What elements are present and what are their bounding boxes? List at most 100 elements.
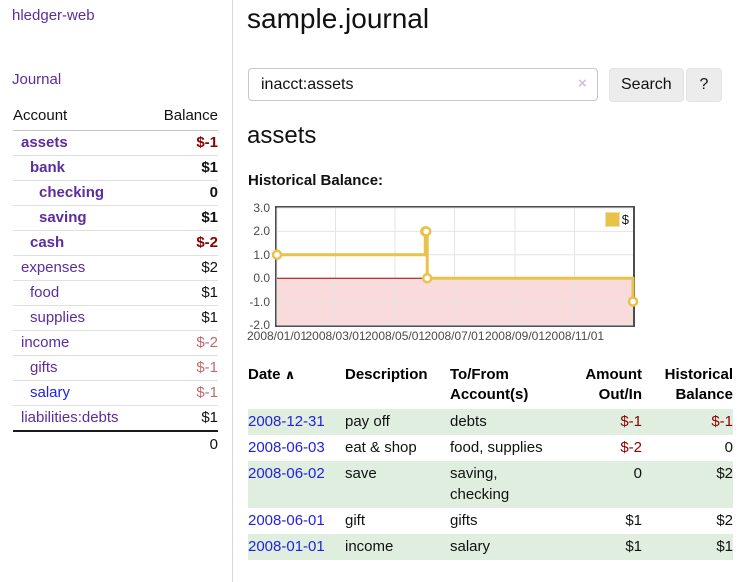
data-point-marker	[421, 272, 433, 284]
chart-canvas	[271, 207, 639, 326]
account-row-food[interactable]: food $1	[13, 280, 218, 305]
register-row[interactable]: 2008-06-02 save saving, checking 0 $2	[248, 461, 733, 508]
help-button[interactable]: ?	[686, 68, 722, 102]
col-header-date[interactable]: Date ∧	[248, 366, 296, 383]
transaction-accounts: saving, checking	[450, 465, 510, 503]
transaction-date-link[interactable]: 2008-06-03	[248, 439, 325, 456]
transaction-description: save	[345, 465, 377, 482]
brand-link[interactable]: hledger-web	[12, 7, 95, 24]
account-link[interactable]: expenses	[21, 259, 86, 276]
x-tick-label: 2008/09/01	[484, 329, 545, 343]
y-tick-label: -2.0	[249, 318, 270, 332]
col-header-balance: Historical Balance	[664, 366, 733, 403]
search-button[interactable]: Search	[609, 68, 684, 102]
account-row-checking[interactable]: checking 0	[13, 180, 218, 205]
register-table: Date ∧ Description To/From Account(s) Am…	[248, 363, 733, 560]
account-link[interactable]: liabilities:debts	[21, 409, 119, 426]
account-balance: $1	[201, 159, 218, 176]
transaction-balance: 0	[724, 439, 733, 456]
account-balance: $1	[201, 209, 218, 226]
account-row-liabilities-debts[interactable]: liabilities:debts $1	[13, 405, 218, 430]
transaction-balance: $2	[716, 465, 733, 482]
data-point-marker	[627, 296, 639, 307]
accounts-header: Account Balance	[13, 104, 218, 131]
transaction-description: gift	[345, 512, 366, 529]
account-link[interactable]: assets	[21, 134, 68, 151]
page-title: sample.journal	[247, 3, 430, 34]
account-balance: $-1	[196, 384, 218, 401]
register-row[interactable]: 2008-06-03 eat & shop food, supplies $-2…	[248, 435, 733, 461]
register-row[interactable]: 2008-06-01 gift gifts $1 $2	[248, 508, 733, 534]
account-row-income[interactable]: income $-2	[13, 330, 218, 355]
x-tick-label: 2008/03/01	[305, 329, 366, 343]
transaction-balance: $1	[716, 538, 733, 555]
search-input[interactable]	[248, 68, 598, 101]
account-row-gifts[interactable]: gifts $-1	[13, 355, 218, 380]
account-row-assets[interactable]: assets $-1	[13, 131, 218, 155]
account-row-expenses[interactable]: expenses $2	[13, 255, 218, 280]
account-link[interactable]: income	[21, 334, 70, 351]
accounts-header-balance: Balance	[163, 107, 218, 124]
balance-chart[interactable]: $	[271, 206, 639, 327]
transaction-accounts: gifts	[450, 512, 478, 529]
account-balance: $-1	[196, 359, 218, 376]
account-balance: $1	[201, 309, 218, 326]
transaction-date-link[interactable]: 2008-12-31	[248, 413, 325, 430]
transaction-amount: $1	[625, 538, 642, 555]
account-row-salary[interactable]: salary $-1	[13, 380, 218, 405]
account-link[interactable]: salary	[30, 384, 71, 401]
register-row[interactable]: 2008-12-31 pay off debts $-1 $-1	[248, 409, 733, 435]
transaction-amount: $-1	[620, 413, 642, 430]
col-header-description: Description	[345, 366, 428, 383]
y-tick-label: 1.0	[253, 247, 270, 262]
account-link[interactable]: supplies	[30, 309, 86, 326]
transaction-amount: $-2	[620, 439, 642, 456]
legend-swatch-icon	[604, 212, 620, 227]
transaction-date-link[interactable]: 2008-06-02	[248, 465, 325, 482]
transaction-balance: $2	[716, 512, 733, 529]
accounts-header-account: Account	[13, 107, 68, 124]
transaction-balance: $-1	[711, 413, 733, 430]
y-tick-label: -1.0	[249, 294, 270, 309]
sidebar-divider	[232, 0, 233, 582]
register-row[interactable]: 2008-01-01 income salary $1 $1	[248, 534, 733, 560]
account-row-saving[interactable]: saving $1	[13, 205, 218, 230]
nav-journal-link[interactable]: Journal	[12, 71, 62, 88]
account-row-cash[interactable]: cash $-2	[13, 230, 218, 255]
transaction-amount: 0	[633, 465, 642, 482]
transaction-accounts: food, supplies	[450, 439, 543, 456]
transaction-description: pay off	[345, 413, 390, 430]
data-point-marker	[420, 226, 432, 237]
x-tick-label: 2008/07/01	[424, 329, 485, 343]
clear-search-icon[interactable]: ×	[578, 75, 587, 92]
account-row-supplies[interactable]: supplies $1	[13, 305, 218, 330]
y-tick-label: 2.0	[253, 224, 270, 239]
account-link[interactable]: gifts	[30, 359, 58, 376]
account-link[interactable]: cash	[30, 234, 65, 251]
chart-x-axis: 2008/01/01 2008/03/01 2008/05/01 2008/07/01…	[247, 329, 633, 345]
account-row-bank[interactable]: bank $1	[13, 155, 218, 180]
data-point-marker	[271, 249, 283, 261]
account-balance: $2	[201, 259, 218, 276]
transaction-amount: $1	[625, 512, 642, 529]
account-balance: $-1	[196, 134, 218, 151]
account-link[interactable]: saving	[39, 209, 87, 226]
chart-legend: $	[604, 212, 629, 227]
account-link[interactable]: food	[30, 284, 60, 301]
transaction-date-link[interactable]: 2008-01-01	[248, 538, 325, 555]
account-link[interactable]: bank	[30, 159, 66, 176]
account-balance: $-2	[196, 334, 218, 351]
account-balance: 0	[209, 184, 218, 201]
transaction-description: income	[345, 538, 394, 555]
transaction-date-link[interactable]: 2008-06-01	[248, 512, 325, 529]
transaction-description: eat & shop	[345, 439, 417, 456]
col-header-amount: Amount Out/In	[585, 366, 642, 403]
account-link[interactable]: checking	[39, 184, 105, 201]
account-heading: assets	[247, 122, 317, 149]
account-balance: $1	[201, 409, 218, 426]
x-tick-label: 2008/05/01	[364, 329, 426, 343]
y-tick-label: 0.0	[253, 271, 270, 286]
sort-ascending-icon: ∧	[284, 367, 296, 382]
transaction-accounts: debts	[450, 413, 487, 430]
